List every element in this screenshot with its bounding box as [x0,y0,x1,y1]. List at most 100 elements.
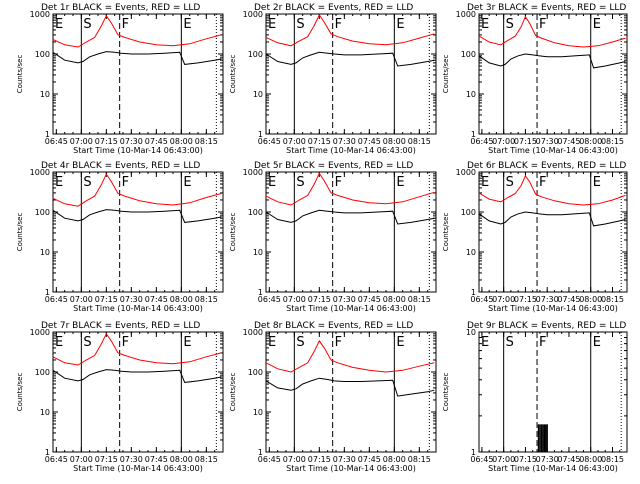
x-tick-label: 08:00 [170,455,193,464]
y-tick-label: 10 [40,408,50,417]
y-axis-label: Counts/sec [442,373,450,412]
x-tick-label: 08:15 [601,137,624,146]
x-axis-label: Start Time (10-Mar-14 06:43:00) [73,304,203,313]
plot-frame [265,331,437,453]
x-axis-label: Start Time (10-Mar-14 06:43:00) [286,464,416,473]
x-tick-label: 07:30 [120,137,143,146]
x-tick-label: 07:45 [557,295,580,304]
series-lld-line [52,332,222,366]
x-tick-label: 06:45 [470,137,493,146]
marker-label: S [296,175,304,190]
x-tick-label: 06:45 [45,455,68,464]
y-tick-label: 1000 [243,168,263,177]
marker-label: F [335,335,342,350]
x-tick-label: 07:00 [492,455,515,464]
x-tick-label: 08:00 [579,455,602,464]
x-tick-label: 07:45 [145,137,168,146]
y-tick-label: 10 [40,248,50,257]
x-tick-label: 06:45 [470,455,493,464]
y-tick-label: 100 [35,50,50,59]
marker-label: S [506,175,514,190]
panel-title: Det 8r BLACK = Events, RED = LLD [254,321,413,331]
series-events-line [478,211,626,227]
y-tick-label: 1000 [456,168,476,177]
x-axis-label: Start Time (10-Mar-14 06:43:00) [286,304,416,313]
x-tick-label: 07:45 [358,137,381,146]
y-tick-label: 1 [258,448,263,457]
plot-frame [478,13,628,135]
plot-frame [265,171,437,293]
x-tick-label: 06:45 [45,295,68,304]
marker-label: F [539,17,546,32]
x-tick-label: 06:45 [258,137,281,146]
marker-label: S [506,335,514,350]
y-tick-label: 10 [40,90,50,99]
series-events-line [265,209,435,225]
y-tick-label: 10 [466,328,476,337]
panel-title: Det 6r BLACK = Events, RED = LLD [467,161,626,171]
y-tick-label: 1 [471,130,476,139]
x-tick-label: 07:45 [358,455,381,464]
marker-label: E [396,17,404,32]
x-tick-label: 07:00 [492,137,515,146]
marker-label: E [593,335,601,350]
y-tick-label: 1000 [30,10,50,19]
x-tick-label: 07:15 [514,455,537,464]
marker-label: S [83,17,91,32]
series-lld-line [265,172,435,206]
x-tick-label: 07:30 [120,455,143,464]
marker-label: F [122,335,129,350]
panel-title: Det 7r BLACK = Events, RED = LLD [41,321,200,331]
x-tick-label: 07:15 [95,295,118,304]
marker-label: E [481,17,489,32]
y-tick-label: 1000 [243,328,263,337]
panel-det-2r: Det 2r BLACK = Events, RED = LLD 1 10 100 10… [229,3,437,155]
series-lld-line [52,173,222,207]
y-tick-label: 100 [248,50,263,59]
plot-frame [265,13,437,135]
x-axis-label: Start Time (10-Mar-14 06:43:00) [73,146,203,155]
x-axis-label: Start Time (10-Mar-14 06:43:00) [286,146,416,155]
marker-label: E [55,335,63,350]
x-tick-label: 07:00 [70,295,93,304]
marker-label: F [122,175,129,190]
marker-label: S [296,17,304,32]
marker-label: F [539,335,546,350]
series-lld-line [265,339,435,373]
x-tick-label: 07:30 [333,137,356,146]
y-tick-label: 10 [253,248,263,257]
x-tick-label: 08:00 [579,295,602,304]
x-tick-label: 07:15 [95,455,118,464]
marker-label: F [539,175,546,190]
plot-frame [52,171,224,293]
x-tick-label: 07:15 [308,295,331,304]
panel-title: Det 2r BLACK = Events, RED = LLD [254,3,413,13]
x-tick-label: 07:15 [95,137,118,146]
marker-label: E [396,335,404,350]
y-tick-label: 100 [461,208,476,217]
y-tick-label: 100 [248,368,263,377]
series-events-line [265,51,435,67]
x-tick-label: 08:15 [601,455,624,464]
x-tick-label: 06:45 [258,455,281,464]
x-axis-label: Start Time (10-Mar-14 06:43:00) [73,464,203,473]
x-tick-label: 08:00 [579,137,602,146]
panel-det-8r: Det 8r BLACK = Events, RED = LLD 1 10 100 10… [229,321,437,473]
marker-label: E [55,17,63,32]
y-tick-label: 100 [461,50,476,59]
x-tick-label: 07:45 [358,295,381,304]
x-tick-label: 08:00 [170,137,193,146]
marker-label: E [481,335,489,350]
y-tick-label: 1 [258,288,263,297]
series-events-line [52,51,222,65]
x-tick-label: 07:15 [514,295,537,304]
x-tick-label: 08:00 [383,455,406,464]
series-events-line [52,369,222,383]
series-lld-line [478,174,626,206]
x-tick-label: 07:30 [333,455,356,464]
panel-det-3r: Det 3r BLACK = Events, RED = LLD 1 10 100 10… [442,3,628,155]
y-tick-label: 1 [45,448,50,457]
marker-label: F [335,175,342,190]
